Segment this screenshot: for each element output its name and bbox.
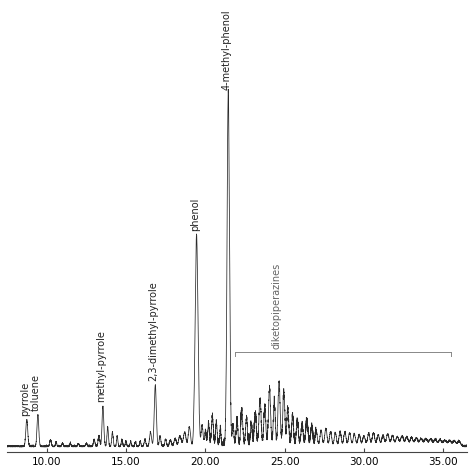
Text: phenol: phenol — [190, 198, 200, 231]
Text: methyl-pyrrole: methyl-pyrrole — [96, 330, 106, 402]
Text: toluene: toluene — [31, 374, 41, 411]
Text: 4-methyl-phenol: 4-methyl-phenol — [221, 9, 231, 90]
Text: 2,3-dimethyl-pyrrole: 2,3-dimethyl-pyrrole — [148, 281, 158, 381]
Text: pyrrole: pyrrole — [20, 382, 30, 416]
Text: diketopiperazines: diketopiperazines — [272, 263, 282, 349]
